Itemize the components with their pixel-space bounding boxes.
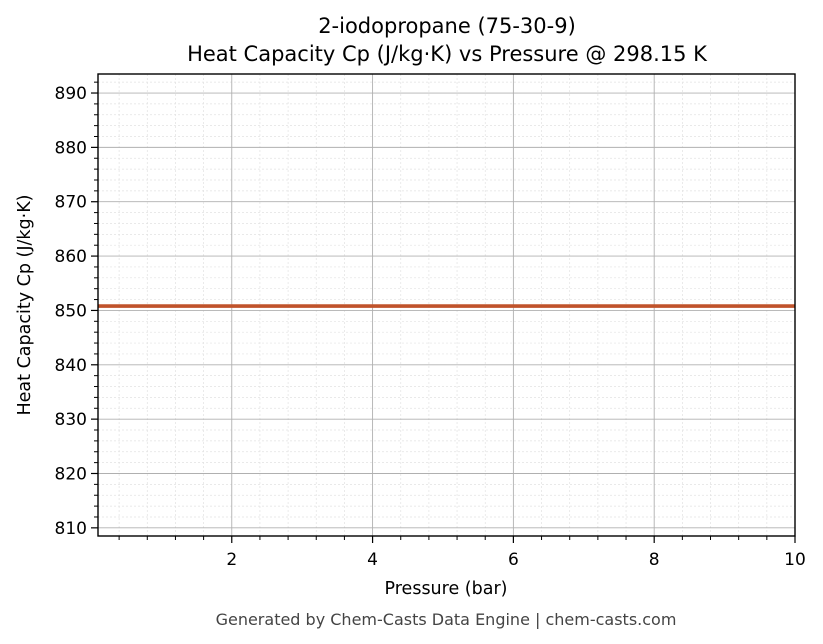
chart-subtitle: Heat Capacity Cp (J/kg·K) vs Pressure @ … — [187, 42, 708, 66]
y-axis-label: Heat Capacity Cp (J/kg·K) — [15, 195, 35, 416]
y-tick-label: 850 — [55, 301, 87, 321]
y-axis: 810 820 830 840 850 860 870 880 890 — [55, 81, 98, 539]
x-tick-label: 2 — [226, 550, 237, 570]
x-axis-label: Pressure (bar) — [385, 579, 508, 599]
x-tick-label: 10 — [784, 550, 806, 570]
x-tick-label: 8 — [649, 550, 660, 570]
x-tick-label: 6 — [508, 550, 519, 570]
y-tick-label: 840 — [55, 356, 87, 376]
y-tick-label: 870 — [55, 193, 87, 213]
y-tick-label: 820 — [55, 464, 87, 484]
x-axis: 2 4 6 8 10 — [118, 536, 806, 570]
footer-credit: Generated by Chem-Casts Data Engine | ch… — [216, 610, 677, 629]
y-tick-label: 830 — [55, 410, 87, 430]
y-tick-label: 810 — [55, 519, 87, 539]
y-tick-label: 860 — [55, 247, 87, 267]
minor-gridlines — [98, 74, 795, 536]
x-tick-label: 4 — [367, 550, 378, 570]
y-tick-label: 880 — [55, 138, 87, 158]
plot-frame — [97, 73, 796, 537]
chart-title: 2-iodopropane (75-30-9) — [318, 14, 576, 38]
y-tick-label: 890 — [55, 84, 87, 104]
